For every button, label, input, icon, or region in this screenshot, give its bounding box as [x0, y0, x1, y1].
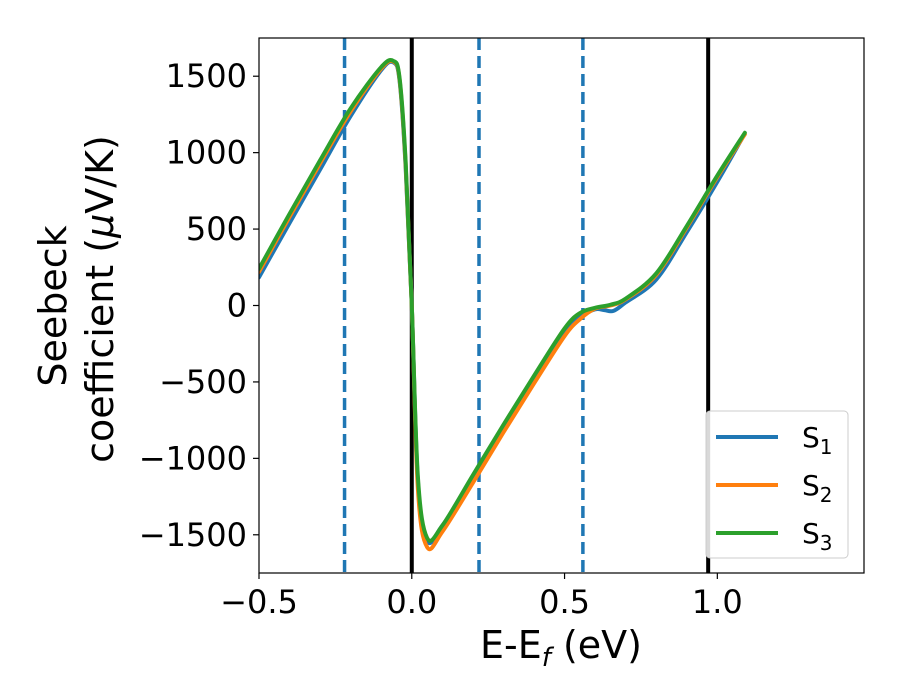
legend-label-2: S2 [802, 469, 833, 507]
y-axis-title-line1: Seebeck [31, 225, 75, 386]
y-tick-label-6: −1000 [139, 439, 247, 477]
y-tick-label-1: 1500 [166, 57, 247, 95]
x-tick-label-1: −0.5 [220, 583, 298, 621]
y-tick-label-2: 1000 [166, 134, 247, 172]
y-tick-label-5: −500 [159, 363, 247, 401]
reference-lines [342, 38, 711, 573]
legend-label-3: S3 [802, 517, 833, 555]
x-axis-title: E-Ef (eV) [480, 623, 642, 673]
x-axis-ticks: −0.5 0.0 0.5 1.0 [220, 573, 743, 621]
x-tick-label-2: 0.0 [386, 583, 437, 621]
y-axis-ticks: 1500 1000 500 0 −500 −1000 −1500 [139, 57, 259, 554]
series-line-2 [259, 58, 747, 552]
y-axis-title-line2: coefficient (μV/K) [78, 135, 122, 463]
x-tick-label-3: 0.5 [539, 583, 590, 621]
y-tick-label-4: 0 [227, 287, 247, 325]
legend: S1 S2 S3 [705, 410, 849, 559]
series-line-3 [259, 58, 747, 543]
x-tick-label-4: 1.0 [692, 583, 743, 621]
y-tick-label-7: −1500 [139, 516, 247, 554]
series-line-1 [259, 59, 744, 546]
legend-label-1: S1 [802, 421, 833, 459]
series-lines [259, 58, 747, 552]
y-tick-label-3: 500 [186, 210, 247, 248]
